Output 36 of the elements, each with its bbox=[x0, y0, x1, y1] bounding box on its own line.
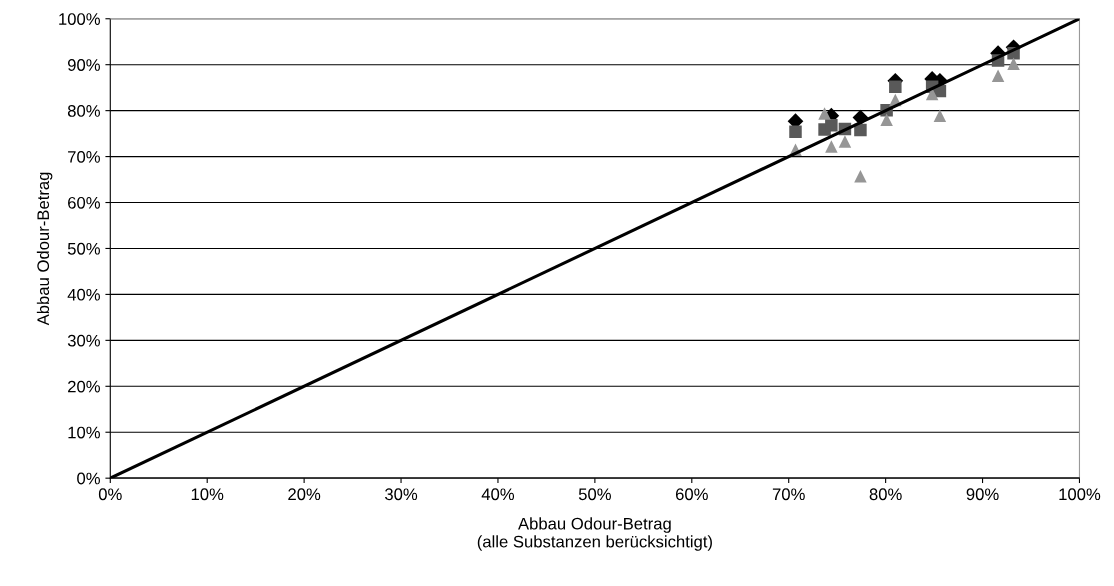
x-tick-label: 40% bbox=[481, 488, 515, 501]
point bbox=[789, 125, 802, 139]
x-tick-label: 0% bbox=[98, 488, 122, 501]
point bbox=[991, 69, 1005, 82]
point bbox=[838, 135, 852, 148]
x-tick-label: 60% bbox=[675, 488, 708, 501]
x-tick-label: 10% bbox=[191, 488, 224, 501]
x-tick-label: 30% bbox=[385, 488, 418, 501]
y-tick-label: 80% bbox=[67, 105, 100, 117]
y-tick-label: 60% bbox=[68, 196, 100, 209]
x-axis-title: Abbau Odour-Betrag (alle Substanzen berücksichtigt) bbox=[477, 517, 712, 551]
point bbox=[825, 140, 838, 153]
y-tick-label: 100% bbox=[59, 13, 100, 25]
point bbox=[880, 113, 893, 127]
y-tick-label: 0% bbox=[77, 472, 100, 485]
point bbox=[933, 109, 947, 122]
x-tick-label: 50% bbox=[578, 488, 611, 501]
point bbox=[854, 123, 867, 137]
y-axis-title: Abbau Odour-Betrag bbox=[36, 172, 53, 326]
x-tick-label: 80% bbox=[869, 488, 902, 501]
point bbox=[854, 170, 867, 183]
x-tick-label: 70% bbox=[772, 488, 805, 501]
y-tick-label: 30% bbox=[67, 334, 100, 347]
y-tick-label: 90% bbox=[67, 59, 100, 71]
x-tick-label: 90% bbox=[966, 488, 999, 501]
point bbox=[825, 119, 838, 132]
y-tick-label: 20% bbox=[68, 380, 100, 393]
point bbox=[889, 80, 902, 93]
point bbox=[818, 107, 831, 120]
y-tick-label: 10% bbox=[68, 426, 100, 439]
x-tick-label: 100% bbox=[1059, 488, 1101, 501]
point bbox=[1007, 57, 1020, 71]
y-tick-label: 50% bbox=[67, 242, 100, 255]
x-tick-label: 20% bbox=[288, 488, 321, 501]
y-tick-label: 40% bbox=[67, 288, 100, 301]
y-tick-label: 70% bbox=[68, 150, 100, 163]
